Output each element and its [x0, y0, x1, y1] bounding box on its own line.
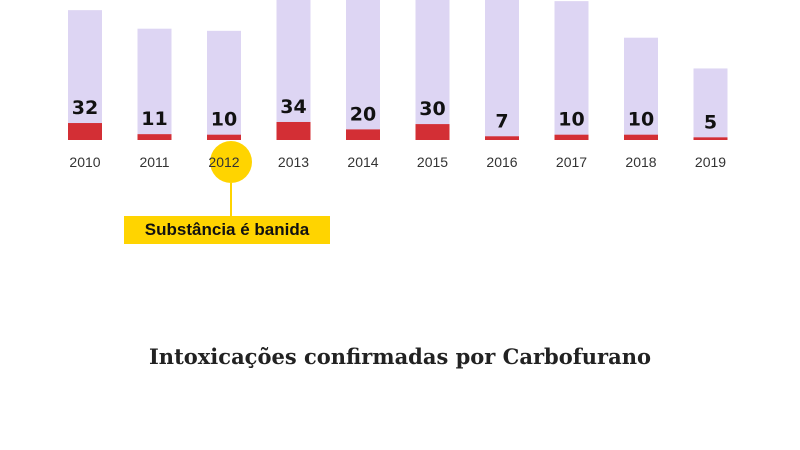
value-label-2018: 10	[628, 109, 654, 131]
bar-total-2011	[137, 28, 172, 141]
value-label-2014: 20	[350, 103, 376, 125]
year-label-2010: 2010	[69, 154, 100, 170]
value-label-2017: 10	[558, 109, 584, 131]
highlight-circle	[210, 141, 252, 183]
year-label-2016: 2016	[486, 154, 517, 170]
year-label-2015: 2015	[417, 154, 448, 170]
bar-total-2015	[415, 0, 450, 140]
bar-confirmed-2012	[207, 134, 241, 140]
bar-confirmed-2019	[693, 137, 728, 140]
bar-confirmed-2016	[485, 136, 519, 140]
value-label-2010: 32	[72, 97, 98, 119]
bar-confirmed-2014	[346, 129, 380, 140]
bar-confirmed-2018	[624, 134, 658, 140]
bar-total-2013	[276, 0, 311, 140]
year-label-2013: 2013	[278, 154, 309, 170]
value-label-2013: 34	[280, 96, 306, 118]
value-label-2012: 10	[211, 109, 237, 131]
bar-total-2012	[207, 30, 241, 140]
value-label-2015: 30	[419, 98, 445, 120]
year-label-2019: 2019	[695, 154, 726, 170]
bar-confirmed-2010	[68, 123, 102, 140]
bar-confirmed-2013	[276, 121, 311, 140]
bar-confirmed-2017	[554, 134, 589, 140]
page-title: Intoxicações confirmadas por Carbofurano	[148, 344, 651, 369]
value-label-2019: 5	[704, 111, 717, 133]
bar-confirmed-2011	[137, 134, 172, 140]
annotation-badge: Substância é banida	[124, 216, 330, 244]
year-label-2012: 2012	[208, 154, 239, 170]
bar-confirmed-2015	[415, 124, 450, 140]
bar-total-2018	[624, 37, 658, 140]
bar-total-2017	[554, 1, 589, 141]
year-label-2014: 2014	[347, 154, 378, 170]
value-label-2011: 11	[141, 108, 167, 130]
value-label-2016: 7	[495, 110, 508, 132]
year-label-2011: 2011	[139, 154, 169, 170]
bar-total-2010	[68, 10, 102, 141]
bar-total-2019	[693, 68, 728, 140]
bar-total-2016	[485, 0, 519, 140]
year-label-2018: 2018	[625, 154, 656, 170]
bar-total-2014	[346, 0, 380, 140]
bar-chart: 32 2010 11 2011 10 2012 34 2013 20 2014 30 2015 7 201…	[68, 0, 728, 218]
year-label-2017: 2017	[556, 154, 587, 170]
